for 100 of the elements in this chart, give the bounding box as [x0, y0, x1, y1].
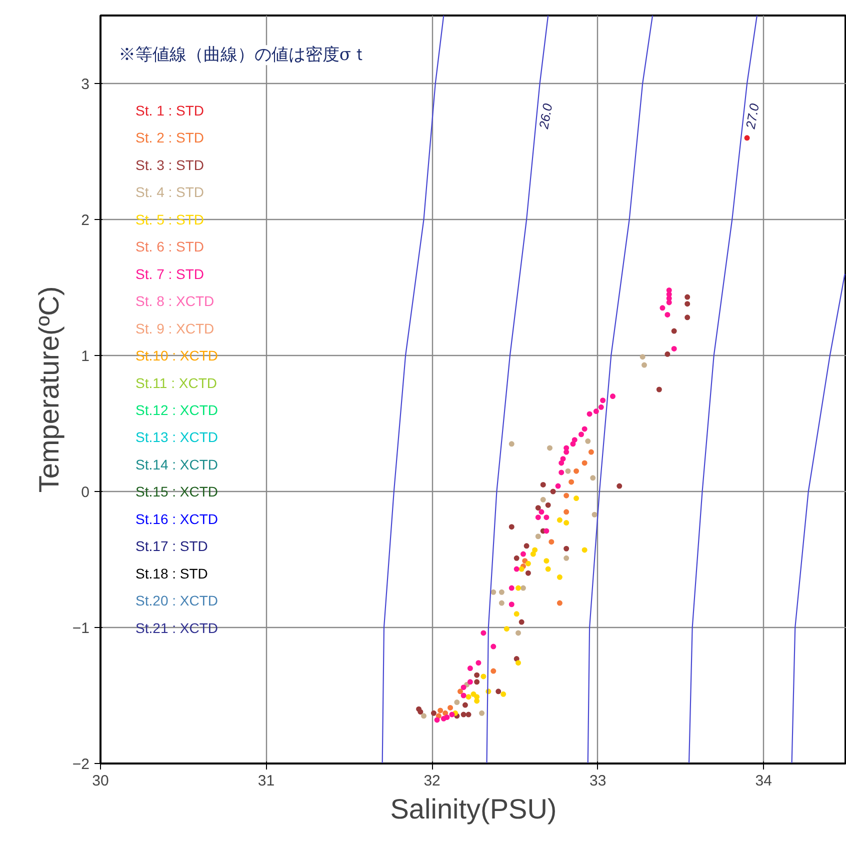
- point: [671, 328, 677, 334]
- point: [460, 684, 466, 690]
- point: [588, 449, 594, 455]
- point: [436, 713, 442, 719]
- legend-label: St. 9 : XCTD: [136, 320, 214, 336]
- point: [516, 660, 522, 666]
- line-series: [688, 16, 758, 764]
- text: St. 4 : STD: [136, 184, 204, 200]
- point: [564, 520, 570, 526]
- annotation: ※等値線（曲線）の値は密度σｔ: [118, 45, 368, 66]
- point: [442, 710, 448, 716]
- point: [504, 626, 510, 632]
- point: [508, 602, 514, 608]
- point: [548, 539, 554, 545]
- point: [684, 294, 690, 300]
- text: St. 7 : STD: [136, 266, 204, 282]
- point: [418, 709, 424, 715]
- point: [592, 512, 598, 518]
- point: [467, 679, 473, 685]
- point: [514, 555, 520, 561]
- y-axis-title: Temperature(ºC): [33, 286, 64, 493]
- line-series: [587, 16, 654, 764]
- point: [535, 534, 541, 540]
- x-tick-label: 32: [424, 772, 440, 790]
- point: [582, 460, 588, 466]
- point: [545, 566, 551, 572]
- point: [480, 630, 486, 636]
- point: [421, 713, 427, 719]
- point: [454, 700, 460, 706]
- point: [556, 600, 562, 606]
- point: [744, 135, 750, 141]
- point: [565, 468, 571, 474]
- point: [671, 346, 677, 352]
- point: [558, 470, 564, 476]
- point: [480, 674, 486, 680]
- point: [540, 482, 546, 488]
- point: [656, 386, 662, 392]
- point: [535, 514, 541, 520]
- point: [616, 483, 622, 489]
- point: [578, 432, 584, 438]
- point: [535, 505, 541, 511]
- y-tick-label: 1: [81, 348, 90, 365]
- point: [462, 702, 468, 708]
- point: [564, 555, 570, 561]
- point: [449, 712, 455, 718]
- point: [457, 688, 463, 694]
- point: [466, 712, 472, 718]
- point: [520, 585, 526, 591]
- point: [508, 524, 514, 530]
- point: [466, 694, 472, 700]
- point: [498, 600, 504, 606]
- legend-label: St.13 : XCTD: [136, 429, 218, 446]
- text: St. 2 : STD: [136, 130, 204, 146]
- point: [610, 394, 616, 400]
- point: [430, 710, 436, 716]
- point: [600, 398, 606, 404]
- point: [490, 589, 496, 595]
- point: [640, 354, 646, 360]
- legend-label: St.10 : XCTD: [136, 348, 218, 364]
- y-tick-label: 0: [81, 484, 90, 501]
- point: [514, 611, 520, 617]
- point: [474, 698, 480, 704]
- point: [516, 585, 522, 591]
- point: [593, 408, 599, 414]
- legend-label: St. 8 : XCTD: [136, 293, 214, 310]
- legend-label: St.12 : XCTD: [136, 402, 218, 418]
- point: [460, 712, 466, 718]
- point: [585, 438, 591, 444]
- point: [490, 668, 496, 674]
- point: [582, 547, 588, 553]
- point: [500, 691, 506, 697]
- point: [684, 301, 690, 307]
- point: [586, 411, 592, 417]
- point: [444, 714, 450, 720]
- point: [564, 509, 570, 515]
- legend-label: St.11 : XCTD: [136, 374, 217, 391]
- point: [474, 679, 480, 685]
- point: [664, 351, 670, 357]
- point: [684, 314, 690, 320]
- point: [498, 589, 504, 595]
- text: St. 3 : STD: [136, 156, 204, 173]
- annotation: 27.0: [742, 102, 762, 131]
- point: [522, 558, 528, 564]
- point: [574, 468, 580, 474]
- point: [598, 404, 604, 410]
- point: [582, 426, 588, 432]
- point: [558, 460, 564, 466]
- point: [564, 546, 570, 552]
- point: [574, 496, 580, 502]
- point: [550, 488, 556, 494]
- text: St. 5 : STD: [136, 211, 204, 228]
- point: [490, 644, 496, 650]
- point: [544, 514, 550, 520]
- point: [508, 441, 514, 447]
- legend-label: St.20 : XCTD: [136, 592, 218, 609]
- point: [467, 666, 473, 672]
- y-tick-label: 3: [81, 76, 90, 93]
- point: [524, 543, 530, 549]
- point: [570, 441, 576, 447]
- point: [518, 619, 524, 625]
